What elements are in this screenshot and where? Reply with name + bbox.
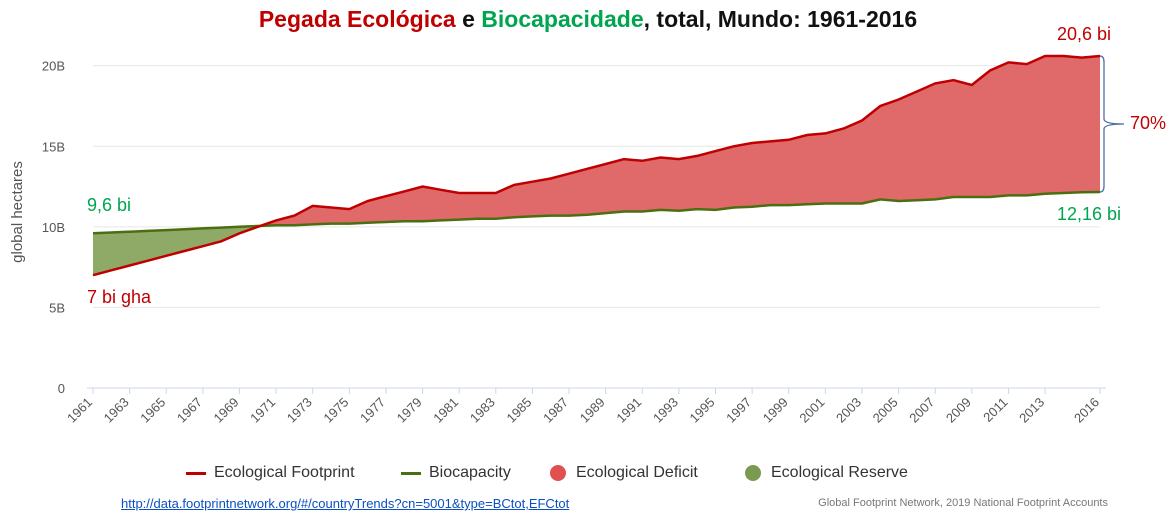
- x-tick-label: 2009: [943, 395, 974, 426]
- title-biocapacity: Biocapacidade: [481, 6, 644, 32]
- ecological-footprint-line: [92, 54, 1101, 277]
- legend-swatch: [550, 465, 566, 481]
- legend-swatch: [745, 465, 761, 481]
- annotation-footprint-end: 20,6 bi: [1057, 24, 1111, 44]
- x-tick-label: 1991: [613, 395, 644, 426]
- x-tick-label: 1969: [211, 395, 242, 426]
- x-tick-label: 2003: [833, 395, 864, 426]
- x-tick-label: 1995: [687, 395, 718, 426]
- ecological-deficit-area: [260, 56, 1100, 226]
- annotation-overshoot: 70%: [1130, 113, 1166, 133]
- x-tick-label: 1971: [247, 395, 278, 426]
- legend-label: Ecological Footprint: [214, 464, 355, 481]
- x-tick-label: 1981: [430, 395, 461, 426]
- annotation-biocapacity-start: 9,6 bi: [87, 195, 131, 215]
- x-tick-label: 1977: [357, 395, 388, 426]
- axes: [87, 387, 1106, 394]
- y-tick-label: 15B: [42, 139, 65, 154]
- annotations: 7 bi gha 9,6 bi 20,6 bi 12,16 bi 70%: [87, 24, 1166, 307]
- chart-title: Pegada Ecológica e Biocapacidade, total,…: [0, 6, 1176, 33]
- x-tick-label: 1973: [284, 395, 315, 426]
- legend-swatch: [401, 471, 421, 475]
- x-tick-label: 1963: [101, 395, 132, 426]
- source-link[interactable]: http://data.footprintnetwork.org/#/count…: [121, 496, 570, 511]
- legend-item-ecological-deficit[interactable]: Ecological Deficit: [550, 462, 698, 484]
- x-tick-label: 2016: [1071, 395, 1102, 426]
- x-tick-label: 1965: [137, 395, 168, 426]
- x-tick-label: 1997: [723, 395, 754, 426]
- y-tick-label: 10B: [42, 220, 65, 235]
- y-tick-label: 5B: [49, 300, 65, 315]
- x-tick-label: 2011: [980, 395, 1010, 425]
- x-tick-label: 1993: [650, 395, 681, 426]
- x-tick-label: 2005: [870, 395, 901, 426]
- legend-item-ecological-reserve[interactable]: Ecological Reserve: [745, 462, 908, 484]
- title-footprint: Pegada Ecológica: [258, 6, 456, 32]
- x-tick-label: 2007: [906, 395, 937, 426]
- legend-label: Ecological Reserve: [771, 464, 908, 481]
- annotation-biocapacity-end: 12,16 bi: [1057, 204, 1121, 224]
- legend: Ecological Footprint Biocapacity Ecologica…: [0, 462, 1176, 486]
- x-tick-label: 1975: [320, 395, 351, 426]
- x-tick-label: 2013: [1016, 395, 1047, 426]
- x-tick-label: 1983: [467, 395, 498, 426]
- credits-text: Global Footprint Network, 2019 National …: [818, 497, 1108, 509]
- x-tick-label: 1989: [577, 395, 608, 426]
- y-axis-label: global hectares: [9, 161, 26, 263]
- x-tick-label: 1985: [503, 395, 534, 426]
- overshoot-bracket: [1099, 55, 1125, 193]
- y-tick-label: 0: [58, 381, 65, 396]
- x-tick-label: 2001: [796, 395, 827, 426]
- legend-swatch: [186, 471, 206, 475]
- x-tick-label: 1999: [760, 395, 791, 426]
- legend-item-ecological-footprint[interactable]: Ecological Footprint: [186, 462, 355, 484]
- series-lines: [92, 54, 1101, 277]
- x-tick-label: 1987: [540, 395, 571, 426]
- legend-label: Biocapacity: [429, 464, 511, 481]
- x-tick-label: 1961: [64, 395, 95, 426]
- annotation-footprint-start: 7 bi gha: [87, 287, 152, 307]
- title-connector: e: [455, 6, 482, 32]
- y-tick-label: 20B: [42, 59, 65, 74]
- legend-label: Ecological Deficit: [576, 464, 698, 481]
- legend-item-biocapacity[interactable]: Biocapacity: [401, 462, 511, 484]
- x-tick-label: 1979: [394, 395, 425, 426]
- x-tick-label: 1967: [174, 395, 205, 426]
- title-rest: , total, Mundo: 1961-2016: [643, 6, 918, 32]
